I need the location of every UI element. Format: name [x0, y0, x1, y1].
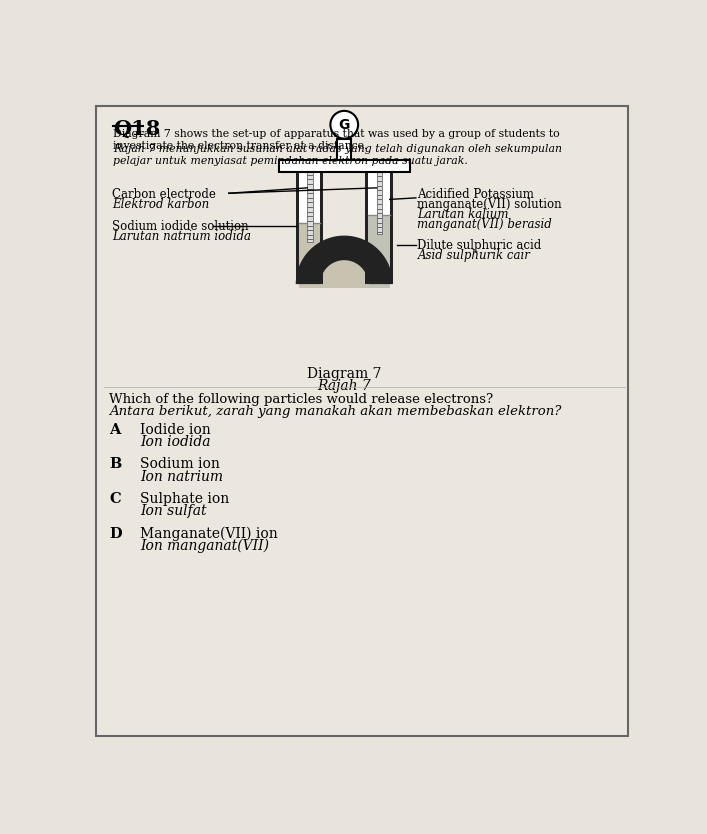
Bar	[308, 173, 312, 242]
PathPatch shape	[299, 260, 390, 288]
Text: Ion iodida: Ion iodida	[140, 435, 211, 449]
Text: Larutan natrium iodida: Larutan natrium iodida	[112, 230, 251, 244]
Bar	[390, 173, 393, 284]
Bar	[368, 173, 390, 284]
Bar	[279, 160, 409, 173]
PathPatch shape	[299, 260, 390, 284]
Text: Sodium iodide solution: Sodium iodide solution	[112, 220, 248, 234]
Text: manganate(VII) solution: manganate(VII) solution	[417, 198, 562, 211]
Text: Asid sulphurik cair: Asid sulphurik cair	[417, 249, 530, 263]
Text: Iodide ion: Iodide ion	[140, 423, 211, 437]
Text: Manganate(VII) ion: Manganate(VII) ion	[140, 526, 278, 541]
Text: C: C	[110, 492, 121, 506]
Text: B: B	[110, 457, 122, 471]
Text: G: G	[339, 118, 350, 132]
Text: Rajah 7: Rajah 7	[317, 379, 371, 393]
Text: Diagram 7: Diagram 7	[307, 366, 382, 380]
Text: Elektrod karbon: Elektrod karbon	[112, 198, 209, 211]
Bar	[299, 173, 320, 284]
Text: Carbon electrode: Carbon electrode	[112, 188, 216, 201]
Text: Ion manganat(VII): Ion manganat(VII)	[140, 539, 269, 554]
Text: Acidified Potassium: Acidified Potassium	[417, 188, 534, 201]
Bar	[337, 138, 351, 160]
Text: A: A	[110, 423, 121, 437]
Text: Dilute sulphuric acid: Dilute sulphuric acid	[417, 239, 542, 253]
Text: Antara berikut, zarah yang manakah akan membebaskan elektron?: Antara berikut, zarah yang manakah akan …	[110, 405, 562, 418]
Bar	[299, 223, 320, 288]
Bar	[365, 173, 368, 284]
Text: Rajah 7 menunjukkan susunan alat radas yang telah digunakan oleh sekumpulan
pela: Rajah 7 menunjukkan susunan alat radas y…	[113, 144, 562, 166]
PathPatch shape	[296, 235, 393, 284]
Bar	[368, 215, 390, 288]
Bar	[320, 173, 324, 284]
Text: manganat(VII) berasid: manganat(VII) berasid	[417, 218, 552, 231]
Text: Q18: Q18	[113, 118, 160, 138]
Text: Sodium ion: Sodium ion	[140, 457, 220, 471]
Text: Larutan kalium: Larutan kalium	[417, 208, 509, 221]
Bar	[377, 173, 382, 234]
Text: Which of the following particles would release electrons?: Which of the following particles would r…	[110, 394, 493, 406]
Circle shape	[330, 111, 358, 138]
Text: Ion natrium: Ion natrium	[140, 470, 223, 484]
Text: Ion sulfat: Ion sulfat	[140, 505, 207, 518]
Text: Diagram 7 shows the set-up of apparatus that was used by a group of students to
: Diagram 7 shows the set-up of apparatus …	[113, 129, 560, 151]
Text: D: D	[110, 526, 122, 540]
Text: Sulphate ion: Sulphate ion	[140, 492, 230, 506]
Bar	[296, 173, 299, 284]
